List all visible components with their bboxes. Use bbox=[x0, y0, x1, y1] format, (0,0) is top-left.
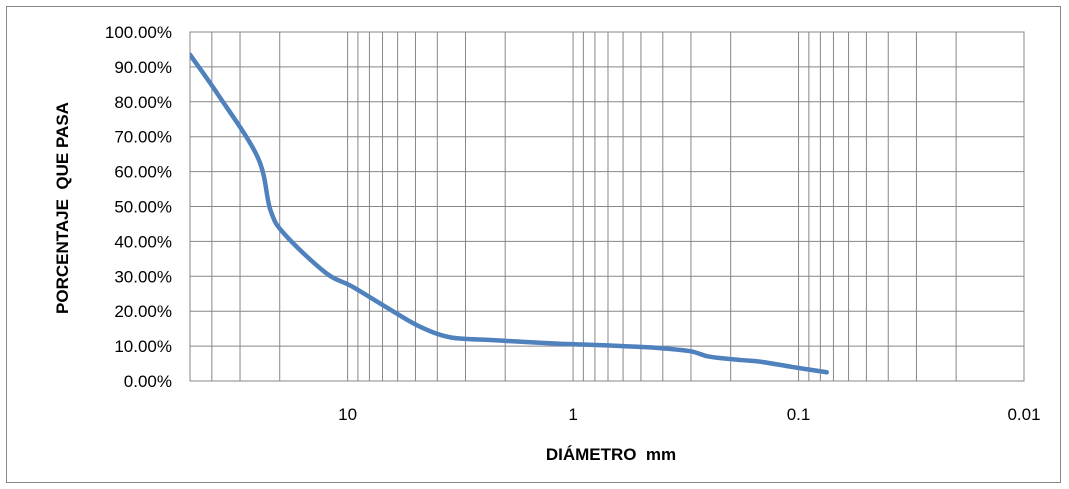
y-tick-label: 70.00% bbox=[114, 128, 172, 147]
y-tick-label: 30.00% bbox=[114, 267, 172, 286]
x-tick-label: 10 bbox=[338, 405, 357, 424]
y-axis-title: PORCENTAJE QUE PASA bbox=[53, 102, 72, 314]
x-axis-title: DIÁMETRO mm bbox=[546, 445, 676, 464]
y-tick-label: 20.00% bbox=[114, 302, 172, 321]
y-tick-label: 0.00% bbox=[124, 372, 172, 391]
series-line bbox=[190, 52, 829, 375]
x-tick-labels: 10 1 0.1 0.01 bbox=[338, 405, 1040, 424]
y-tick-label: 100.00% bbox=[105, 23, 172, 42]
x-tick-label: 0.1 bbox=[787, 405, 811, 424]
y-tick-label: 10.00% bbox=[114, 337, 172, 356]
x-tick-label: 1 bbox=[568, 405, 577, 424]
y-tick-labels: 100.00% 90.00% 80.00% 70.00% 60.00% 50.00% 40.… bbox=[105, 23, 172, 391]
chart-frame bbox=[6, 6, 1061, 483]
y-tick-label: 50.00% bbox=[114, 198, 172, 217]
plot-area bbox=[189, 31, 1025, 382]
y-tick-label: 60.00% bbox=[114, 163, 172, 182]
y-tick-label: 80.00% bbox=[114, 93, 172, 112]
y-tick-label: 40.00% bbox=[114, 232, 172, 251]
x-tick-label: 0.01 bbox=[1007, 405, 1040, 424]
series-layer bbox=[190, 52, 829, 375]
grid-layer bbox=[189, 31, 1025, 382]
y-tick-label: 90.00% bbox=[114, 58, 172, 77]
